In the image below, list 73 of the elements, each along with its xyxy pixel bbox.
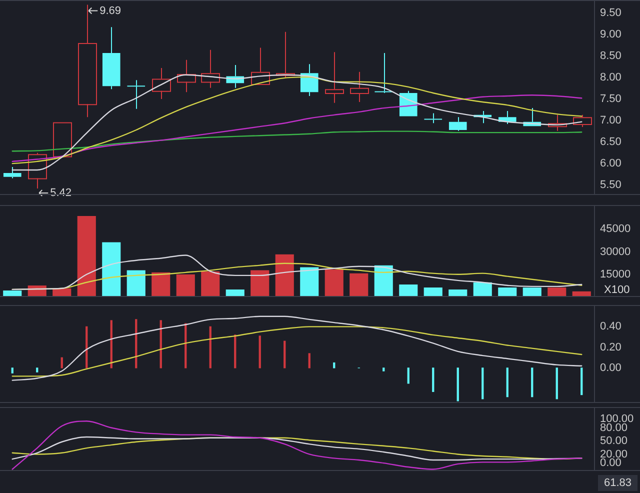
bar bbox=[275, 254, 294, 297]
bar bbox=[382, 368, 385, 372]
bar bbox=[350, 273, 368, 297]
bar bbox=[399, 284, 418, 297]
line-series bbox=[12, 420, 582, 470]
candlestick bbox=[251, 47, 270, 86]
bar bbox=[86, 326, 88, 368]
bar bbox=[250, 270, 270, 297]
annotation: 9.69 bbox=[100, 4, 122, 17]
bar bbox=[284, 340, 286, 368]
bar bbox=[36, 368, 38, 372]
candlestick bbox=[127, 80, 146, 110]
y-tick-label: 7.00 bbox=[600, 114, 622, 127]
y-tick-label: 6.00 bbox=[600, 158, 622, 170]
bar bbox=[300, 267, 319, 297]
bar bbox=[324, 269, 344, 297]
y-tick-label: 0.40 bbox=[600, 320, 622, 333]
candlestick bbox=[374, 52, 393, 92]
bar bbox=[531, 368, 534, 398]
y-tick-label: 50.00 bbox=[600, 435, 628, 448]
bar bbox=[152, 272, 170, 297]
bar bbox=[102, 242, 121, 297]
text: X100 bbox=[604, 284, 630, 296]
candlestick bbox=[152, 68, 171, 100]
bar bbox=[308, 353, 310, 368]
y-tick-label: 45000 bbox=[600, 223, 631, 236]
y-tick-label: 6.50 bbox=[600, 136, 622, 148]
bar bbox=[432, 368, 434, 392]
line-series bbox=[12, 326, 582, 377]
bar bbox=[333, 362, 336, 368]
y-tick-label: 8.00 bbox=[600, 72, 622, 84]
y-tick-label: 0.00 bbox=[600, 362, 622, 374]
bar bbox=[580, 368, 583, 396]
line-series bbox=[12, 316, 582, 381]
bar bbox=[482, 368, 484, 400]
bar bbox=[556, 368, 558, 400]
bar bbox=[126, 270, 146, 297]
y-tick-label: 30000 bbox=[600, 246, 631, 258]
candlestick bbox=[300, 64, 318, 96]
candlestick bbox=[78, 4, 97, 118]
bar bbox=[176, 274, 195, 297]
candlestick bbox=[28, 152, 47, 190]
candlestick bbox=[102, 26, 120, 90]
y-tick-label: 8.50 bbox=[600, 50, 622, 62]
y-tick-label: 0.00 bbox=[600, 457, 622, 470]
y-tick-label: 9.00 bbox=[600, 28, 622, 40]
candlestick bbox=[276, 31, 295, 78]
y-tick-label: 9.50 bbox=[600, 6, 622, 19]
candlestick bbox=[350, 71, 369, 103]
y-tick-label: 5.50 bbox=[600, 179, 622, 192]
candlestick bbox=[424, 112, 442, 124]
bar bbox=[60, 357, 63, 368]
line-series bbox=[12, 130, 582, 152]
candlestick bbox=[201, 49, 220, 88]
bar bbox=[234, 334, 236, 368]
line-series bbox=[12, 94, 582, 162]
line-series bbox=[12, 254, 582, 290]
bar bbox=[506, 368, 508, 398]
bar bbox=[456, 368, 459, 402]
bar bbox=[77, 216, 96, 297]
bar bbox=[209, 326, 212, 368]
bar bbox=[407, 368, 410, 384]
candlestick bbox=[325, 52, 344, 104]
candlestick bbox=[548, 114, 567, 132]
bar bbox=[201, 271, 220, 297]
y-tick-label: 0.20 bbox=[600, 341, 622, 354]
bar bbox=[11, 368, 14, 374]
candlestick bbox=[448, 116, 467, 132]
bar bbox=[258, 336, 261, 368]
y-tick-label: 7.50 bbox=[600, 93, 622, 106]
candlestick bbox=[177, 59, 196, 93]
y-tick-label: 15000 bbox=[600, 268, 631, 280]
text: 61.83 bbox=[604, 477, 632, 490]
